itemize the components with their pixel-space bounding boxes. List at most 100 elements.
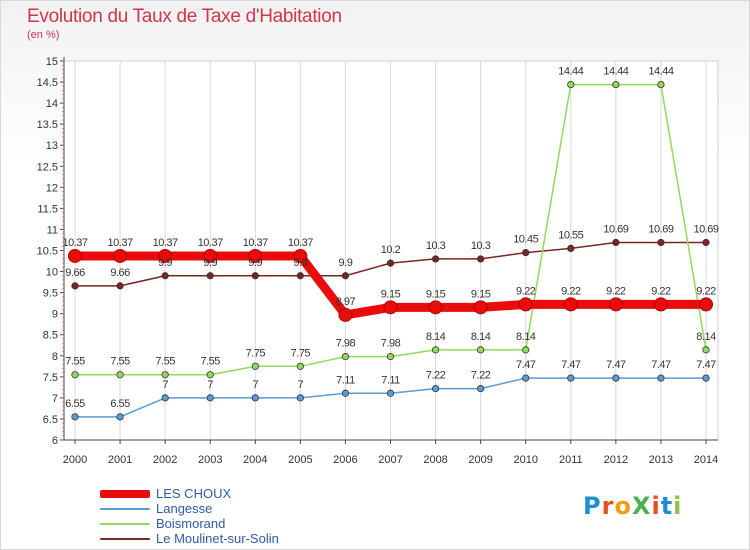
x-tick-label: 2013: [649, 454, 673, 466]
data-label: 10.37: [243, 237, 268, 249]
x-tick-label: 2005: [288, 454, 312, 466]
data-label: 7: [162, 379, 168, 391]
data-point: [612, 80, 620, 89]
data-point: [702, 374, 710, 382]
data-label: 9.15: [381, 288, 401, 300]
logo-letter: t: [660, 492, 674, 520]
data-point: [522, 374, 530, 382]
data-point: [563, 297, 578, 312]
data-point: [71, 413, 79, 421]
data-point: [296, 272, 304, 280]
data-point: [657, 238, 665, 247]
data-label: 9.22: [696, 285, 716, 297]
data-label: 9.66: [110, 267, 130, 279]
data-point: [296, 394, 304, 402]
data-point: [702, 346, 710, 354]
data-point: [161, 371, 169, 379]
data-label: 7.98: [381, 338, 401, 350]
data-point: [338, 307, 353, 322]
data-label: 9.9: [248, 257, 262, 269]
data-label: 10.37: [62, 237, 87, 249]
x-tick-label: 2000: [63, 454, 87, 466]
data-label: 9.22: [516, 285, 536, 297]
data-point: [158, 248, 173, 263]
y-tick-label: 15: [46, 56, 58, 68]
x-tick-label: 2011: [559, 454, 583, 466]
data-label: 14.44: [558, 66, 583, 78]
data-point: [702, 238, 710, 247]
data-point: [251, 394, 259, 402]
data-label: 10.37: [108, 237, 133, 249]
data-point: [653, 297, 668, 312]
data-label: 8.14: [516, 331, 536, 343]
logo-letter: o: [614, 492, 632, 520]
data-label: 7.47: [606, 359, 626, 371]
data-point: [68, 248, 82, 263]
x-tick-label: 2008: [423, 454, 447, 466]
data-label: 9.15: [471, 288, 491, 300]
data-point: [116, 282, 124, 290]
data-point: [386, 389, 395, 397]
y-tick-label: 11: [47, 224, 58, 236]
logo-letter: X: [631, 492, 652, 520]
data-point: [206, 394, 214, 402]
y-tick-label: 14: [46, 98, 58, 110]
data-point: [248, 248, 263, 263]
data-point: [518, 297, 533, 312]
data-label: 7.47: [651, 359, 671, 371]
data-label: 7.75: [291, 347, 311, 359]
data-label: 10.2: [381, 244, 401, 256]
data-point: [612, 374, 620, 382]
data-label: 10.37: [198, 237, 223, 249]
data-point: [161, 272, 169, 280]
data-label: 9.9: [293, 257, 307, 269]
x-tick-label: 2010: [513, 454, 537, 466]
x-tick-label: 2006: [333, 454, 357, 466]
x-tick-label: 2002: [153, 454, 177, 466]
data-label: 7: [207, 379, 213, 391]
data-point: [386, 353, 395, 361]
data-point: [608, 297, 623, 312]
data-point: [522, 249, 530, 257]
y-tick-label: 6.5: [43, 414, 58, 426]
data-label: 10.37: [288, 237, 313, 249]
x-tick-label: 2003: [198, 454, 222, 466]
y-tick-label: 9.5: [43, 288, 58, 300]
data-point: [71, 371, 79, 379]
data-point: [383, 300, 398, 315]
y-tick-label: 11.5: [37, 203, 58, 215]
logo-letter: i: [673, 492, 683, 520]
data-label: 7.55: [65, 356, 85, 368]
data-point: [341, 389, 350, 397]
data-point: [341, 272, 350, 280]
data-label: 7.75: [246, 347, 266, 359]
data-point: [657, 80, 665, 89]
data-label: 7.47: [696, 359, 716, 371]
data-label: 7.55: [110, 356, 130, 368]
data-point: [612, 238, 620, 247]
y-tick-label: 12: [46, 182, 58, 194]
data-label: 9.22: [606, 285, 626, 297]
x-tick-label: 2004: [243, 454, 267, 466]
data-point: [116, 371, 124, 379]
y-tick-label: 13: [46, 140, 58, 152]
data-point: [203, 248, 218, 263]
y-tick-label: 8: [52, 351, 58, 363]
legend-swatch: [100, 523, 150, 525]
data-label: 6.55: [110, 398, 130, 410]
data-label: 10.3: [471, 240, 491, 252]
data-label: 7.11: [336, 374, 355, 386]
legend-swatch: [100, 538, 150, 540]
data-label: 7.55: [201, 356, 221, 368]
y-tick-label: 13.5: [37, 119, 58, 131]
y-tick-label: 9: [52, 309, 58, 321]
data-label: 8.14: [426, 331, 446, 343]
data-point: [428, 300, 443, 315]
data-point: [251, 272, 259, 280]
data-label: 7.47: [561, 359, 581, 371]
data-point: [477, 346, 485, 354]
data-label: 7: [252, 379, 258, 391]
data-label: 9.22: [561, 285, 581, 297]
legend-label: LES CHOUX: [156, 486, 232, 501]
